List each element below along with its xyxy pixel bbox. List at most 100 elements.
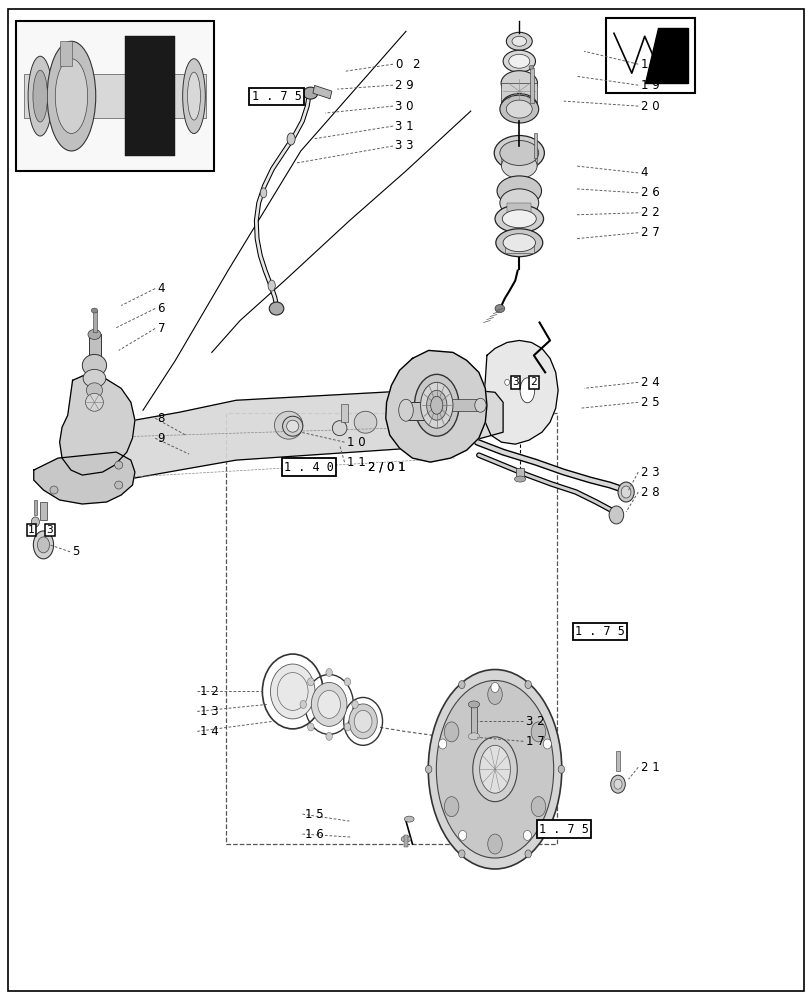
Polygon shape	[59, 375, 135, 475]
Ellipse shape	[528, 65, 533, 69]
Ellipse shape	[28, 56, 52, 136]
Text: 1 . 7 5: 1 . 7 5	[539, 823, 588, 836]
Ellipse shape	[404, 816, 414, 822]
Ellipse shape	[33, 531, 54, 559]
Text: 1 4: 1 4	[200, 725, 218, 738]
Ellipse shape	[514, 476, 525, 482]
Text: 2 6: 2 6	[640, 186, 659, 199]
Text: 8: 8	[157, 412, 165, 425]
Ellipse shape	[524, 850, 530, 858]
Bar	[92, 311, 97, 332]
Text: 3 0: 3 0	[395, 100, 414, 113]
Ellipse shape	[286, 420, 298, 432]
Text: 2 4: 2 4	[640, 376, 659, 389]
Ellipse shape	[520, 378, 534, 403]
Ellipse shape	[458, 830, 466, 840]
Ellipse shape	[479, 745, 510, 793]
Ellipse shape	[351, 700, 358, 708]
Text: 4: 4	[640, 166, 647, 179]
Text: 2 0: 2 0	[640, 100, 659, 113]
Ellipse shape	[620, 486, 630, 498]
Text: 2 / 0 1: 2 / 0 1	[367, 461, 405, 474]
Ellipse shape	[426, 390, 446, 420]
Ellipse shape	[332, 421, 346, 436]
Ellipse shape	[114, 481, 122, 489]
Ellipse shape	[414, 374, 458, 436]
Ellipse shape	[88, 377, 101, 387]
Text: 6: 6	[157, 302, 165, 315]
Ellipse shape	[438, 739, 446, 749]
Ellipse shape	[444, 797, 458, 817]
Text: 5: 5	[72, 545, 79, 558]
Bar	[59, 41, 71, 66]
Ellipse shape	[299, 700, 306, 708]
Ellipse shape	[617, 482, 633, 502]
Ellipse shape	[82, 354, 106, 376]
Text: 2 9: 2 9	[395, 79, 414, 92]
Ellipse shape	[512, 36, 526, 46]
Bar	[404, 835, 408, 847]
Ellipse shape	[468, 733, 479, 740]
Ellipse shape	[187, 72, 200, 120]
Text: 2 / 0 1: 2 / 0 1	[367, 461, 405, 474]
Bar	[125, 36, 174, 156]
Text: 2 1: 2 1	[640, 761, 659, 774]
Ellipse shape	[354, 411, 376, 433]
Ellipse shape	[501, 153, 536, 178]
Bar	[312, 85, 332, 99]
Text: 0: 0	[395, 58, 402, 71]
Bar	[501, 191, 536, 209]
Bar	[501, 83, 536, 106]
Ellipse shape	[307, 723, 314, 731]
Ellipse shape	[282, 416, 303, 436]
Polygon shape	[644, 28, 688, 83]
Ellipse shape	[311, 682, 346, 726]
Bar	[470, 705, 477, 737]
Ellipse shape	[495, 305, 504, 313]
Ellipse shape	[487, 834, 502, 854]
Bar	[404, 402, 448, 420]
Text: 1 8: 1 8	[640, 58, 659, 71]
Ellipse shape	[354, 710, 371, 732]
Text: 1 1: 1 1	[346, 456, 365, 469]
Ellipse shape	[398, 399, 413, 421]
Text: 4: 4	[157, 282, 165, 295]
Ellipse shape	[610, 775, 624, 793]
Ellipse shape	[47, 41, 96, 151]
Ellipse shape	[496, 176, 541, 206]
Text: 2: 2	[530, 377, 537, 387]
Ellipse shape	[55, 59, 88, 134]
Ellipse shape	[401, 836, 410, 842]
Ellipse shape	[500, 71, 537, 96]
Text: 1 7: 1 7	[525, 735, 544, 748]
Bar	[24, 74, 206, 118]
Ellipse shape	[503, 50, 534, 72]
Text: 2 8: 2 8	[640, 486, 659, 499]
Ellipse shape	[522, 830, 530, 840]
Ellipse shape	[430, 396, 442, 414]
Text: 3 2: 3 2	[525, 715, 543, 728]
Ellipse shape	[325, 669, 332, 677]
Bar	[615, 751, 620, 771]
Ellipse shape	[114, 461, 122, 469]
Ellipse shape	[500, 189, 538, 217]
Bar	[605, 18, 694, 93]
Ellipse shape	[260, 188, 267, 198]
Bar	[226, 413, 556, 844]
Bar	[34, 500, 37, 515]
Ellipse shape	[502, 210, 535, 228]
Ellipse shape	[33, 70, 48, 122]
Ellipse shape	[32, 517, 40, 527]
Ellipse shape	[494, 136, 543, 170]
Ellipse shape	[503, 234, 534, 252]
Text: 1 5: 1 5	[304, 808, 323, 821]
Ellipse shape	[506, 100, 531, 118]
Ellipse shape	[344, 678, 350, 686]
Ellipse shape	[37, 537, 49, 553]
Ellipse shape	[269, 302, 284, 315]
Text: 7: 7	[157, 322, 165, 335]
Ellipse shape	[504, 379, 509, 385]
Polygon shape	[385, 350, 487, 462]
Ellipse shape	[344, 723, 350, 731]
Text: 1 0: 1 0	[346, 436, 365, 449]
